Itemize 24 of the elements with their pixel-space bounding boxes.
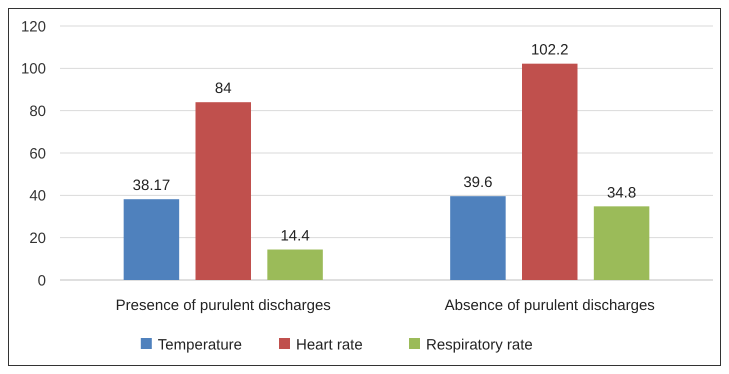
y-tick-label: 40 bbox=[29, 188, 46, 205]
bar bbox=[450, 196, 506, 280]
y-tick-label: 120 bbox=[20, 18, 46, 36]
legend-label: Temperature bbox=[158, 336, 242, 354]
bar bbox=[124, 199, 180, 280]
data-label: 14.4 bbox=[280, 228, 310, 245]
legend-label: Respiratory rate bbox=[426, 336, 533, 354]
y-tick-label: 60 bbox=[29, 145, 46, 162]
data-label: 102.2 bbox=[530, 42, 569, 59]
y-tick-label: 20 bbox=[29, 230, 46, 247]
bar bbox=[522, 64, 578, 280]
y-tick-label: 0 bbox=[38, 272, 46, 290]
bar bbox=[195, 102, 251, 280]
data-label: 39.6 bbox=[463, 174, 493, 192]
legend-label: Heart rate bbox=[296, 336, 363, 354]
data-label: 34.8 bbox=[606, 184, 636, 202]
x-tick-label: Absence of purulent discharges bbox=[444, 297, 655, 314]
x-tick-label: Presence of purulent discharges bbox=[116, 297, 331, 314]
y-tick-label: 80 bbox=[29, 102, 46, 120]
bar bbox=[267, 250, 323, 280]
bar bbox=[594, 206, 650, 280]
y-tick-label: 100 bbox=[20, 60, 46, 78]
data-label: 38.17 bbox=[132, 177, 170, 194]
data-label: 84 bbox=[214, 80, 232, 98]
